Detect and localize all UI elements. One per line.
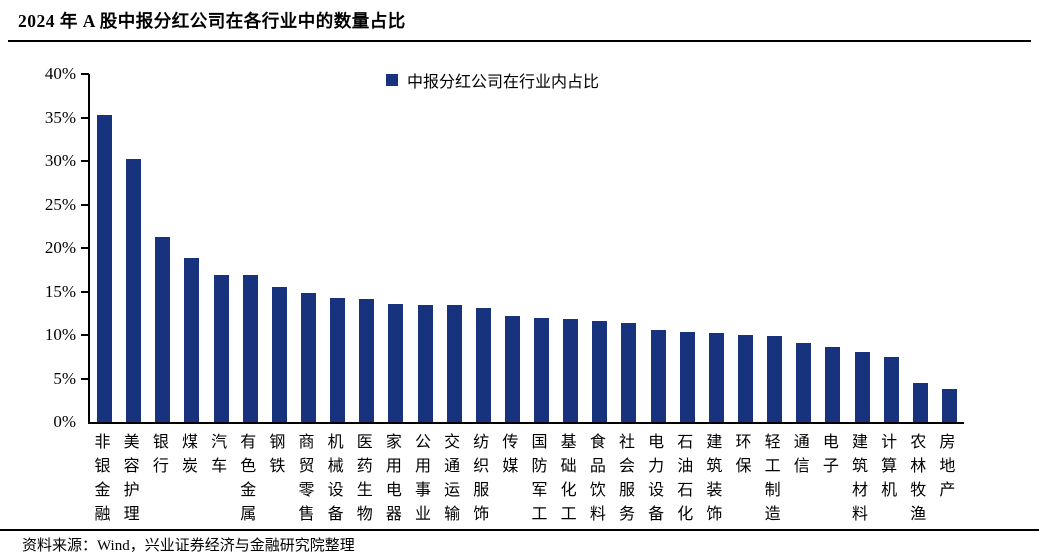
bar-机械设备 — [330, 298, 346, 422]
x-axis-label: 非银金融 — [94, 434, 111, 523]
bar-美容护理 — [126, 159, 142, 422]
x-axis-label: 美容护理 — [123, 434, 140, 523]
bar-环保 — [738, 335, 753, 422]
bar-家用电器 — [388, 303, 404, 422]
bar-石油石化 — [679, 331, 695, 422]
legend-label: 中报分红公司在行业内占比 — [407, 74, 600, 91]
footer-divider — [0, 529, 1039, 531]
bar-房地产 — [941, 388, 957, 422]
y-axis-tick-label: 30% — [44, 151, 76, 170]
x-axis-label: 医药生物 — [356, 434, 373, 523]
x-axis-label: 有色金属 — [240, 434, 257, 523]
bar-建筑材料 — [854, 351, 870, 422]
bar-基础化工 — [563, 319, 579, 422]
x-axis-label: 煤炭 — [181, 434, 198, 475]
x-axis-label: 建筑材料 — [852, 434, 869, 523]
chart-legend: 中报分红公司在行业内占比 — [386, 68, 599, 92]
y-axis-tick — [81, 247, 89, 249]
bar-有色金属 — [242, 274, 258, 422]
x-axis-labels: 非银金融美容护理银行煤炭汽车有色金属钢铁商贸零售机械设备医药生物家用电器公用事业… — [88, 431, 962, 531]
bar-交通运输 — [446, 305, 462, 422]
bar-煤炭 — [184, 257, 200, 422]
bar-银行 — [155, 236, 171, 422]
bar-社会服务 — [621, 322, 637, 422]
bar-建筑装饰 — [708, 333, 724, 422]
x-axis-label: 传媒 — [502, 434, 519, 475]
y-axis-tick-label: 25% — [44, 194, 76, 214]
x-axis-label: 机械设备 — [327, 434, 344, 523]
bar-医药生物 — [359, 299, 375, 422]
bar-电子 — [825, 347, 841, 422]
bar-国防军工 — [534, 317, 550, 422]
y-axis-tick-label: 40% — [44, 64, 76, 83]
bar-汽车 — [213, 274, 229, 422]
x-axis-label: 商贸零售 — [298, 434, 315, 523]
bar-商贸零售 — [301, 293, 316, 422]
y-axis-tick — [81, 160, 89, 162]
bar-钢铁 — [271, 287, 287, 422]
source-note: 资料来源：Wind，兴业证券经济与金融研究院整理 — [22, 538, 355, 554]
x-axis-label: 计算机 — [881, 434, 898, 499]
x-axis-label: 家用电器 — [385, 434, 402, 523]
bar-农林牧渔 — [912, 382, 928, 422]
bar-传媒 — [504, 315, 520, 422]
x-axis-label: 通信 — [793, 434, 810, 475]
x-axis-label: 国防军工 — [531, 434, 548, 523]
bar-电力设备 — [650, 329, 666, 422]
x-axis-label: 石油石化 — [677, 434, 694, 523]
title-divider — [8, 40, 1031, 42]
x-axis-label: 电子 — [822, 434, 839, 475]
x-axis-label: 电力设备 — [648, 434, 665, 523]
x-axis-label: 农林牧渔 — [910, 434, 927, 523]
x-axis-label: 食品饮料 — [589, 434, 606, 523]
y-axis-tick — [81, 204, 89, 206]
y-axis-tick-label: 15% — [44, 281, 76, 301]
y-axis-tick-label: 0% — [53, 412, 76, 431]
x-axis-label: 汽车 — [211, 434, 228, 475]
y-axis-tick-label: 20% — [44, 238, 76, 257]
x-axis-label: 建筑装饰 — [706, 434, 723, 523]
x-axis-label: 纺织服饰 — [473, 434, 490, 523]
chart-title: 2024 年 A 股中报分红公司在各行业中的数量占比 — [18, 11, 406, 31]
y-axis-tick — [81, 291, 89, 293]
plot-area — [81, 73, 964, 424]
bar-纺织服饰 — [475, 308, 491, 422]
bar-计算机 — [883, 356, 899, 422]
legend-swatch-icon — [386, 74, 398, 86]
y-axis-tick-label: 5% — [53, 368, 76, 388]
x-axis-label: 交通运输 — [444, 434, 461, 523]
bar-食品饮料 — [592, 321, 608, 422]
y-axis-tick — [81, 117, 89, 119]
y-axis-tick — [81, 73, 89, 75]
x-axis-label: 轻工制造 — [764, 434, 781, 523]
x-axis-label: 房地产 — [939, 434, 956, 499]
bar-非银金融 — [97, 114, 113, 422]
y-axis-tick — [81, 378, 89, 380]
bar-轻工制造 — [767, 335, 783, 422]
x-axis-label: 基础化工 — [560, 434, 577, 523]
x-axis-label: 公用事业 — [415, 434, 432, 523]
x-axis-label: 银行 — [152, 434, 169, 475]
y-axis-tick-label: 10% — [44, 325, 76, 344]
x-axis-label: 环保 — [735, 434, 752, 475]
y-axis-tick — [81, 334, 89, 336]
bar-公用事业 — [417, 304, 433, 422]
y-axis-tick-label: 35% — [44, 107, 76, 127]
x-axis-label: 钢铁 — [269, 434, 286, 475]
x-axis-label: 社会服务 — [618, 434, 635, 523]
bar-通信 — [796, 342, 812, 422]
